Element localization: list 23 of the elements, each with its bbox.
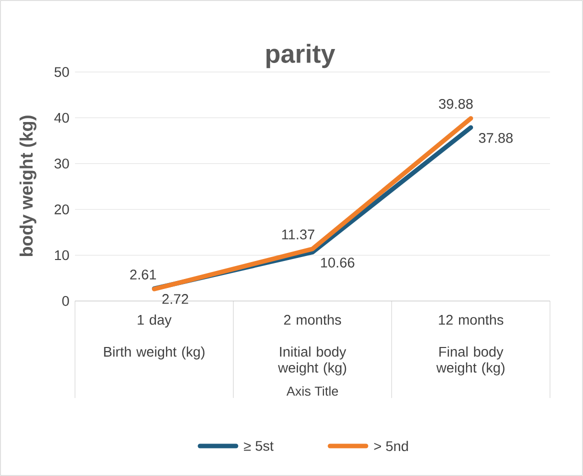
y-tick-label: 0: [62, 296, 69, 306]
x-tick-label: 1 day: [138, 314, 172, 328]
x-tick-label: 2 months: [284, 314, 342, 325]
x-tick-label: 12 months: [438, 314, 504, 325]
data-label: 39.88: [438, 98, 473, 109]
text: Final body weight (kg): [436, 346, 504, 376]
data-label: 2.72: [162, 294, 188, 304]
y-tick-label: 50: [54, 67, 69, 77]
data-label: 10.66: [321, 258, 354, 268]
chart-title: parity: [266, 44, 336, 68]
y-tick-label: 40: [54, 112, 69, 123]
data-label: 2.61: [130, 270, 156, 280]
data-label: 11.37: [282, 230, 314, 240]
legend-label: ≥ 5st: [244, 441, 274, 451]
y-axis-title: body weight (kg): [20, 116, 36, 256]
x-axis-title: Axis Title: [286, 386, 338, 396]
text: Birth weight (kg): [104, 346, 204, 360]
legend-label: > 5nd: [374, 440, 408, 452]
y-tick-label: 30: [54, 158, 69, 169]
text: Initial body weight (kg): [278, 346, 346, 376]
y-tick-label: 20: [54, 204, 69, 214]
y-tick-label: 10: [55, 250, 69, 260]
data-label: 37.88: [478, 133, 513, 143]
